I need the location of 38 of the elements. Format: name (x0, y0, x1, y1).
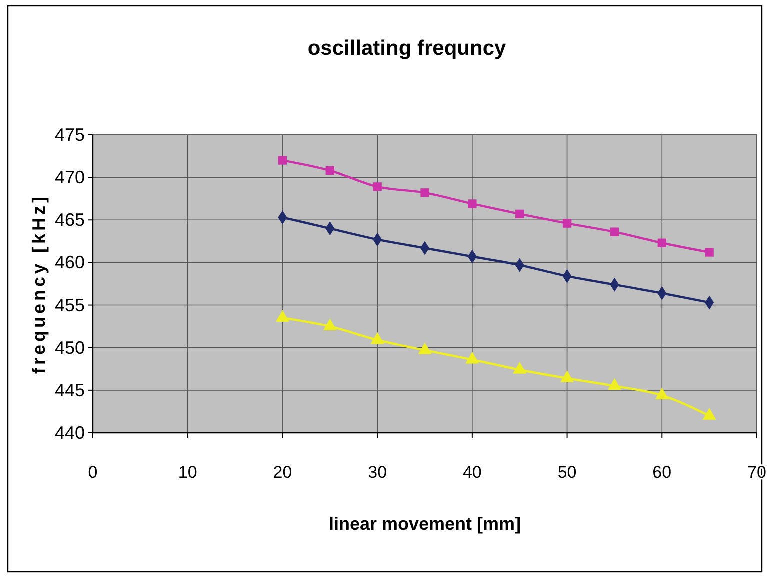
x-tick-label: 20 (273, 463, 292, 482)
chart-title: oscillating frequncy (308, 37, 507, 60)
y-tick-label: 470 (54, 168, 85, 188)
x-axis-title: linear movement [mm] (328, 514, 522, 534)
point (610, 228, 620, 236)
point (326, 166, 334, 176)
y-tick-label: 460 (54, 252, 85, 273)
point (705, 248, 714, 257)
point (560, 370, 574, 382)
point (468, 200, 477, 208)
y-tick-label: 440 (54, 423, 85, 443)
point (562, 219, 572, 228)
x-tick-label: 30 (368, 463, 388, 482)
x-tick-label: 50 (558, 463, 577, 482)
point (323, 318, 337, 330)
point (655, 388, 669, 400)
point (702, 408, 716, 420)
point (370, 332, 384, 344)
point (276, 310, 290, 322)
x-tick-label: 40 (462, 463, 482, 482)
point (516, 210, 524, 219)
x-tick-label: 60 (652, 463, 672, 482)
point (420, 188, 430, 198)
y-axis-title: frequency [kHz] (29, 194, 49, 374)
y-tick-label: 455 (54, 295, 85, 316)
y-tick-label: 475 (54, 125, 85, 145)
y-tick-label: 465 (54, 210, 85, 230)
point (608, 378, 622, 390)
point (373, 182, 382, 192)
point (278, 156, 288, 165)
point (513, 362, 527, 374)
point (658, 238, 666, 248)
y-tick-label: 445 (54, 380, 85, 400)
y-tick-label: 450 (54, 338, 85, 358)
x-tick-label: 10 (178, 463, 198, 482)
point (466, 352, 480, 364)
point (418, 342, 432, 354)
x-tick-label: 0 (88, 463, 98, 482)
